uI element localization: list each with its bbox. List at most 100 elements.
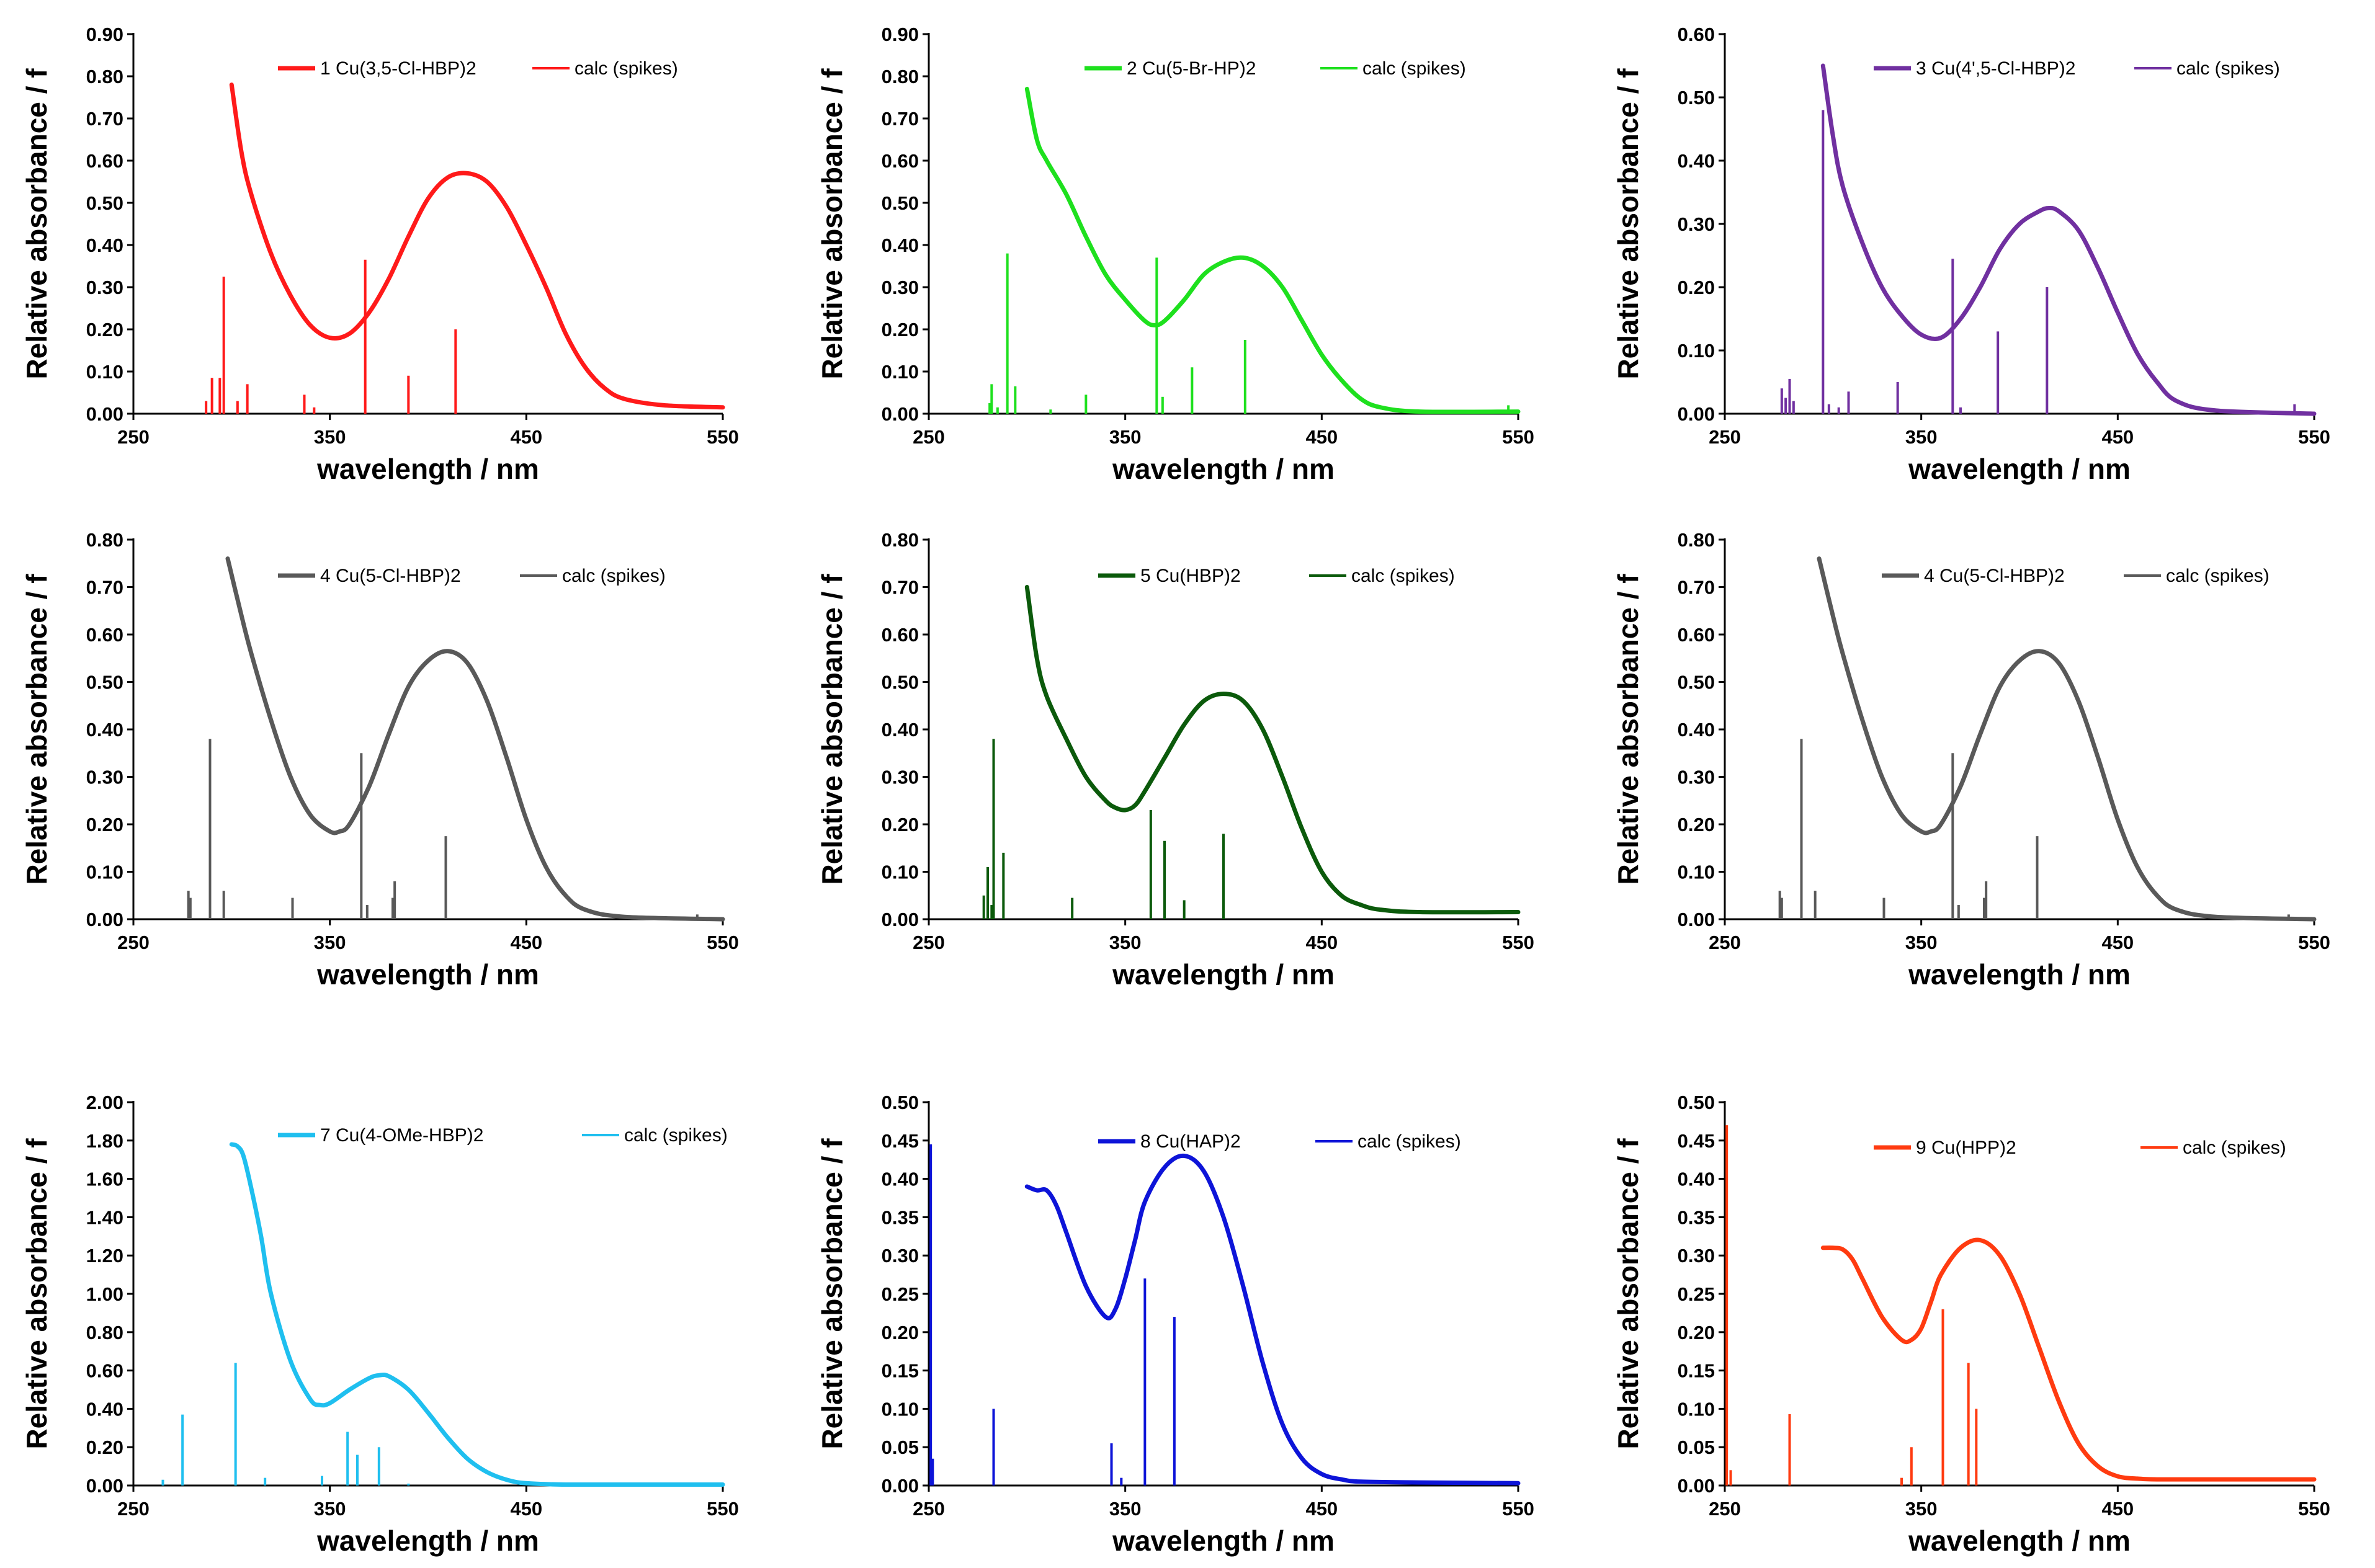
legend-label-spikes: calc (spikes) [1362, 58, 1466, 79]
legend-label-spectrum: 5 Cu(HBP)2 [1140, 566, 1241, 586]
x-tick-label: 550 [707, 932, 739, 953]
x-tick-label: 350 [314, 426, 346, 448]
y-tick-label: 0.15 [1678, 1360, 1715, 1382]
y-axis-title: Relative absorbance / f [1612, 574, 1644, 885]
y-tick-label: 0.40 [86, 1398, 123, 1420]
y-tick-label: 0.40 [882, 234, 919, 256]
x-tick-label: 550 [2298, 932, 2330, 953]
y-tick-label: 0.60 [86, 624, 123, 646]
x-tick-label: 250 [117, 1498, 150, 1520]
y-tick-label: 0.00 [882, 403, 919, 425]
y-tick-label: 0.00 [86, 403, 123, 425]
y-tick-label: 0.10 [86, 862, 123, 883]
legend-label-spectrum: 1 Cu(3,5-Cl-HBP)2 [320, 58, 476, 79]
x-tick-label: 450 [1305, 932, 1338, 953]
y-tick-label: 0.10 [86, 361, 123, 383]
y-tick-label: 0.10 [882, 361, 919, 383]
y-tick-label: 0.00 [882, 909, 919, 930]
spectrum-curve [1024, 1153, 1521, 1486]
y-tick-label: 0.50 [1678, 1092, 1715, 1113]
y-tick-label: 0.50 [882, 192, 919, 214]
x-tick-label: 250 [1709, 426, 1741, 448]
x-tick-label: 350 [1905, 1498, 1938, 1520]
x-axis-title: wavelength / nm [1908, 1525, 2131, 1557]
x-axis-title: wavelength / nm [1908, 453, 2131, 485]
spectrum-curve [1820, 63, 2317, 416]
spectrum-curve [1817, 556, 2317, 922]
y-tick-label: 0.20 [86, 319, 123, 341]
chart-2: 0.00 0.10 0.20 0.30 0.40 0.50 0.60 0.70 0.80 0.90… [816, 24, 1534, 485]
x-tick-label: 550 [1502, 426, 1534, 448]
y-axis-title: Relative absorbance / f [816, 1138, 848, 1450]
y-tick-label: 0.30 [882, 1245, 919, 1267]
y-tick-label: 0.20 [1678, 1322, 1715, 1343]
x-tick-label: 550 [1502, 932, 1534, 953]
y-tick-label: 0.45 [882, 1130, 919, 1152]
x-tick-label: 450 [510, 1498, 542, 1520]
y-tick-label: 0.00 [1678, 1475, 1715, 1497]
x-tick-label: 450 [2101, 932, 2134, 953]
y-tick-label: 0.70 [882, 577, 919, 599]
y-tick-label: 0.80 [1678, 529, 1715, 551]
legend-label-spectrum: 8 Cu(HAP)2 [1140, 1131, 1241, 1152]
y-tick-label: 0.05 [882, 1437, 919, 1458]
x-tick-label: 450 [510, 426, 542, 448]
x-tick-label: 350 [314, 932, 346, 953]
y-tick-label: 0.90 [86, 24, 123, 45]
y-tick-label: 0.60 [86, 150, 123, 172]
y-tick-label: 0.20 [882, 814, 919, 835]
y-tick-label: 0.80 [86, 1322, 123, 1343]
y-tick-label: 0.35 [882, 1206, 919, 1228]
y-axis-title: Relative absorbance / f [816, 68, 848, 380]
chart-8: 0.00 0.05 0.10 0.15 0.20 0.25 0.30 0.35 0.40 0.45… [816, 1092, 1534, 1557]
legend-label-spectrum: 7 Cu(4-OMe-HBP)2 [320, 1125, 483, 1146]
y-tick-label: 0.70 [1678, 577, 1715, 599]
y-axis-title: Relative absorbance / f [20, 1138, 53, 1450]
legend-label-spectrum: 9 Cu(HPP)2 [1916, 1138, 2016, 1158]
y-tick-label: 0.10 [882, 1398, 919, 1420]
y-tick-label: 0.20 [1678, 277, 1715, 298]
x-axis-title: wavelength / nm [316, 958, 539, 991]
x-tick-label: 450 [1305, 1498, 1338, 1520]
y-tick-label: 0.30 [882, 277, 919, 298]
y-tick-label: 0.35 [1678, 1206, 1715, 1228]
y-tick-label: 0.70 [882, 108, 919, 130]
x-tick-label: 450 [2101, 1498, 2134, 1520]
y-tick-label: 0.40 [882, 1169, 919, 1190]
y-tick-label: 0.10 [882, 862, 919, 883]
legend-label-spikes: calc (spikes) [562, 566, 666, 586]
y-tick-label: 0.30 [86, 277, 123, 298]
y-tick-label: 0.60 [86, 1360, 123, 1382]
x-tick-label: 250 [913, 1498, 945, 1520]
legend-label-spikes: calc (spikes) [1351, 566, 1455, 586]
y-tick-label: 0.60 [1678, 24, 1715, 45]
legend-label-spikes: calc (spikes) [575, 58, 678, 79]
y-tick-label: 2.00 [86, 1092, 123, 1113]
y-tick-label: 0.50 [86, 672, 123, 693]
y-tick-label: 0.15 [882, 1360, 919, 1382]
y-tick-label: 1.40 [86, 1206, 123, 1228]
y-tick-label: 0.40 [1678, 719, 1715, 741]
legend-label-spectrum: 4 Cu(5-Cl-HBP)2 [320, 566, 461, 586]
chart-5: 0.00 0.10 0.20 0.30 0.40 0.50 0.60 0.70 0.80 250 3… [816, 529, 1534, 991]
y-tick-label: 0.50 [1678, 87, 1715, 109]
y-tick-label: 0.30 [86, 767, 123, 788]
legend-label-spikes: calc (spikes) [2183, 1138, 2286, 1158]
spectrum-curve [225, 556, 725, 922]
spectrum-curve [1024, 585, 1521, 915]
x-tick-label: 550 [707, 1498, 739, 1520]
y-tick-label: 0.70 [86, 108, 123, 130]
x-tick-label: 550 [2298, 1498, 2330, 1520]
x-tick-label: 450 [2101, 426, 2134, 448]
spectrum-curve [1820, 1237, 2317, 1482]
x-tick-label: 350 [1905, 426, 1938, 448]
x-axis-title: wavelength / nm [316, 453, 539, 485]
y-tick-label: 0.50 [1678, 672, 1715, 693]
x-tick-label: 250 [1709, 932, 1741, 953]
legend-label-spikes: calc (spikes) [1357, 1131, 1461, 1152]
y-axis-title: Relative absorbance / f [20, 68, 53, 380]
y-tick-label: 0.60 [882, 150, 919, 172]
chart-7: 0.00 0.20 0.40 0.60 0.80 1.00 1.20 1.40 1.60 1.80… [20, 1092, 739, 1557]
y-tick-label: 1.20 [86, 1245, 123, 1267]
x-tick-label: 350 [1109, 1498, 1142, 1520]
